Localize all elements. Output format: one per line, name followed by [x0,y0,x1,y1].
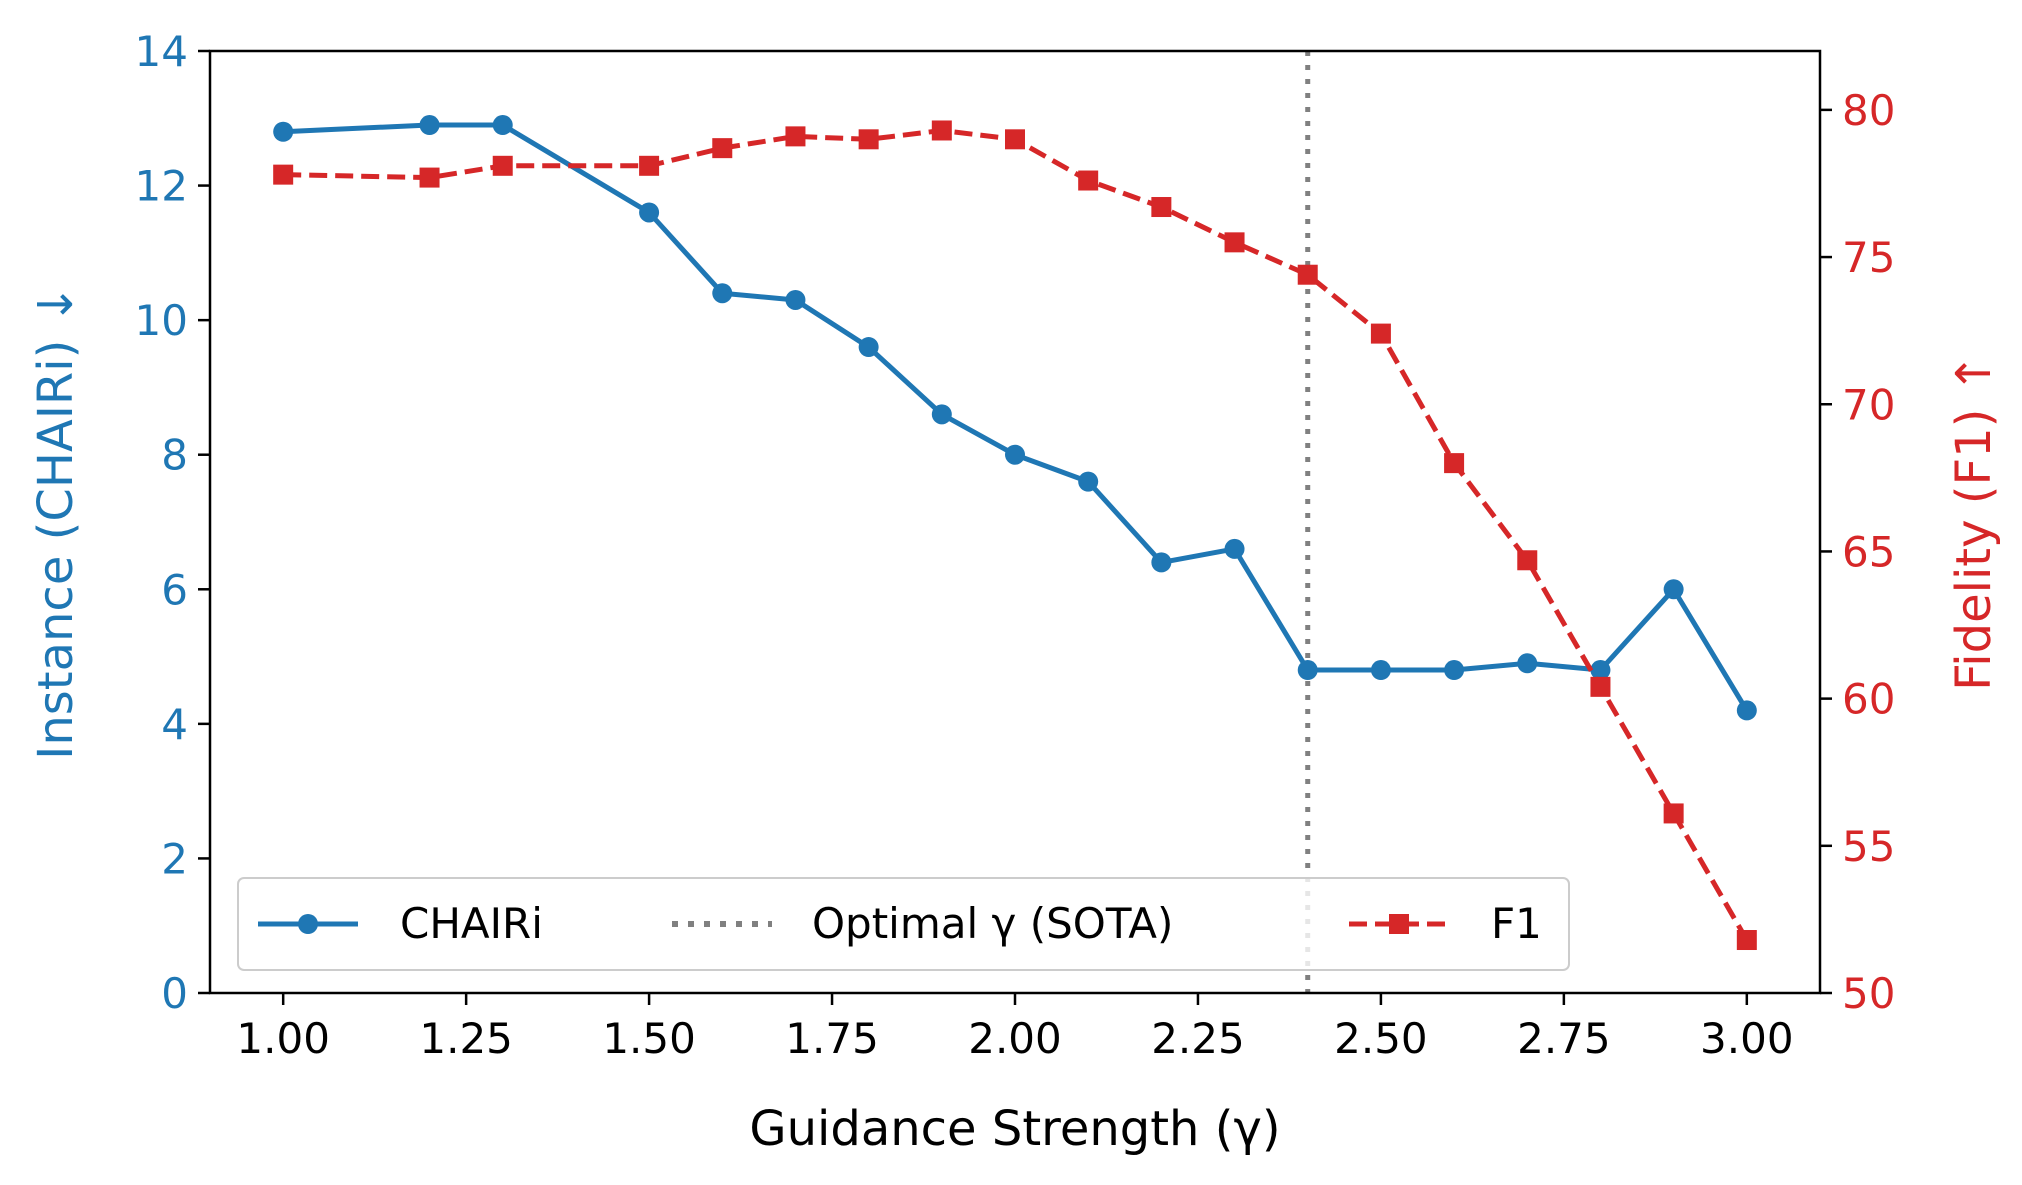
y-right-tick-label: 70 [1842,380,1895,429]
chairi-point [1297,660,1318,681]
y-right-tick-label: 75 [1842,233,1895,282]
y-right-tick-label: 60 [1842,675,1895,724]
chairi-point [419,115,440,136]
y-left-tick-label: 10 [135,296,188,345]
chairi-point [1590,660,1611,681]
y-right-tick-label: 50 [1842,969,1895,1018]
legend-chairi-marker [298,914,318,934]
x-tick-label: 2.75 [1517,1014,1611,1063]
x-axis-label: Guidance Strength (γ) [749,1101,1280,1157]
f1-point [858,129,879,150]
chairi-point [785,289,806,310]
chairi-point [1078,471,1099,492]
chairi-point [1005,444,1025,465]
f1-point [1444,453,1465,474]
y-left-tick-label: 8 [161,431,188,480]
chairi-point [639,202,660,223]
y-right-tick-label: 80 [1842,86,1895,135]
x-tick-label: 2.25 [1151,1014,1245,1063]
f1-point [639,155,660,176]
legend-f1-label: F1 [1491,899,1542,948]
legend: CHAIRi Optimal γ (SOTA) F1 [237,877,1570,971]
y-left-tick-label: 4 [161,700,188,749]
f1-point [785,126,806,147]
x-tick-label: 3.00 [1700,1014,1794,1063]
chairi-point [858,337,879,358]
y-left-tick-label: 12 [135,162,188,211]
f1-point [1517,550,1538,571]
plot-background [210,51,1820,993]
x-tick-label: 1.75 [785,1014,879,1063]
legend-optimal-label: Optimal γ (SOTA) [812,899,1173,948]
f1-point [1297,264,1318,285]
chairi-point [1517,653,1538,674]
f1-point [712,138,733,159]
legend-f1-marker [1389,914,1409,934]
y-left-tick-label: 6 [161,565,188,614]
chairi-point [1444,660,1465,681]
x-tick-label: 1.50 [602,1014,696,1063]
chairi-point [1370,660,1391,681]
f1-point [1151,197,1172,218]
y-right-tick-label: 65 [1842,527,1895,576]
y-axis-right-label: Fidelity (F1) ↑ [1946,353,2002,691]
chairi-point [712,283,733,304]
f1-point [273,164,294,185]
chairi-point [1151,552,1172,573]
y-left-tick-label: 14 [135,27,188,76]
legend-chairi-label: CHAIRi [400,899,543,948]
x-tick-label: 2.50 [1334,1014,1428,1063]
chairi-point [1663,579,1684,600]
f1-point [1078,170,1099,191]
f1-point [1590,676,1611,697]
y-axis-left-label: Instance (CHAIRi) ↓ [28,284,84,760]
chairi-point [1224,538,1245,559]
f1-point [1224,232,1245,253]
y-left-tick-label: 2 [161,834,188,883]
f1-point [931,120,952,141]
x-tick-label: 1.25 [419,1014,513,1063]
f1-point [1005,129,1025,150]
y-right-tick-label: 55 [1842,822,1895,871]
chairi-point [273,121,294,142]
f1-point [1736,930,1757,951]
chairi-point [492,115,513,136]
f1-point [492,155,513,176]
x-tick-label: 1.00 [236,1014,330,1063]
legend-frame [237,877,1570,971]
x-tick-label: 2.00 [968,1014,1062,1063]
f1-point [1370,323,1391,344]
chairi-point [931,404,952,425]
y-left-tick-label: 0 [161,969,188,1018]
chairi-point [1736,700,1757,721]
f1-point [1663,803,1684,824]
f1-point [419,167,440,188]
